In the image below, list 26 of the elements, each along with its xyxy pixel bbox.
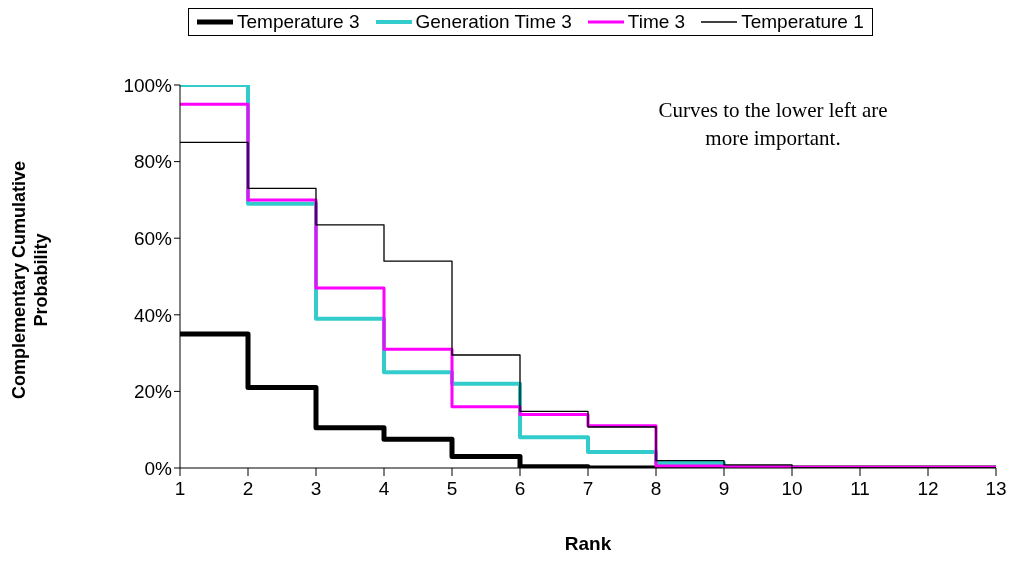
x-tick-label: 8 (650, 478, 662, 500)
x-tick-label: 6 (514, 478, 526, 500)
x-tick-label: 1 (174, 478, 186, 500)
x-tick-label: 9 (718, 478, 730, 500)
annotation: Curves to the lower left are more important. (657, 97, 889, 152)
x-tick-label: 11 (850, 478, 870, 500)
x-axis-title: Rank (563, 533, 613, 555)
x-tick-label: 13 (985, 478, 1007, 500)
y-tick-label: 80% (133, 151, 173, 173)
y-tick-label: 60% (133, 227, 173, 249)
y-tick-label: 100% (123, 74, 173, 96)
legend-label: Temperature 1 (741, 11, 864, 33)
x-tick-label: 12 (917, 478, 939, 500)
legend-label: Generation Time 3 (415, 11, 572, 33)
x-tick-label: 4 (378, 478, 390, 500)
y-axis-title: Complementary Cumulative Probability (8, 159, 52, 402)
x-tick-label: 7 (582, 478, 594, 500)
y-tick-label: 0% (144, 457, 173, 479)
x-tick-label: 3 (310, 478, 322, 500)
y-tick-label: 40% (133, 304, 173, 326)
x-tick-label: 5 (446, 478, 458, 500)
legend-label: Time 3 (627, 11, 686, 33)
y-tick-label: 20% (133, 381, 173, 403)
x-tick-label: 10 (781, 478, 803, 500)
legend-label: Temperature 3 (237, 11, 360, 33)
x-tick-label: 2 (242, 478, 254, 500)
